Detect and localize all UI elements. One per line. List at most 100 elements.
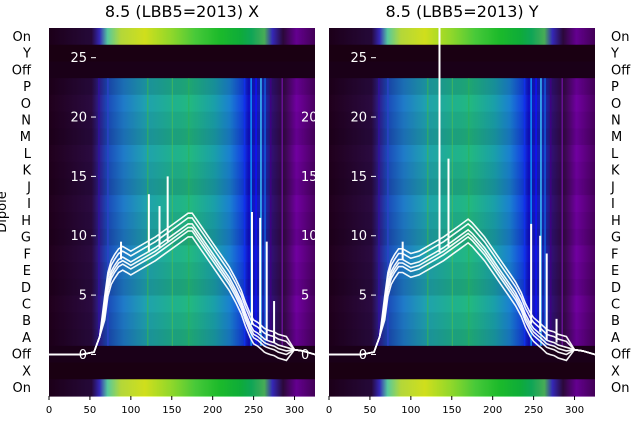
row-label: C — [22, 298, 31, 313]
channel-streak — [544, 78, 546, 346]
channel-streak — [378, 78, 380, 346]
row-label: On — [13, 381, 31, 396]
channel-streak — [540, 78, 542, 346]
channel-streak — [281, 78, 284, 346]
row-label: L — [611, 147, 619, 162]
row-label: I — [611, 197, 615, 212]
row-label: D — [21, 281, 31, 296]
row-label: M — [20, 130, 31, 145]
row-label: Off — [611, 348, 631, 363]
row-label: D — [611, 281, 621, 296]
heatmap-row — [49, 212, 315, 230]
heatmap-row-shade — [329, 379, 595, 396]
channel-streak — [255, 78, 257, 346]
heatmap-row-shade — [329, 28, 595, 45]
row-label: Off — [12, 348, 32, 363]
row-label: P — [23, 80, 31, 95]
heatmap-row-shade — [329, 178, 595, 196]
xtick-label: 250 — [524, 405, 543, 416]
channel-streak — [147, 78, 149, 346]
xtick-label: 0 — [46, 405, 52, 416]
row-label: O — [21, 97, 31, 112]
row-label: Off — [611, 63, 631, 78]
row-label: Off — [12, 63, 32, 78]
row-label: F — [611, 247, 618, 262]
xtick-label: 200 — [483, 405, 502, 416]
xtick-label: 300 — [285, 405, 304, 416]
channel-streak — [535, 78, 537, 346]
heatmap-row-shade — [329, 128, 595, 146]
heatmap-row — [329, 212, 595, 230]
row-label: H — [611, 214, 621, 229]
row-label: On — [611, 381, 629, 396]
overlay-series-line — [49, 230, 316, 356]
row-label: B — [22, 314, 31, 329]
channel-streak — [387, 78, 389, 346]
xtick-label: 200 — [203, 405, 222, 416]
heatmap-row-shade — [49, 262, 315, 279]
row-label: X — [611, 364, 620, 379]
heatmap-row — [329, 379, 595, 397]
heatmap-row — [329, 195, 595, 213]
overlay-ytick-label: 0 — [359, 348, 367, 363]
row-label: On — [13, 30, 31, 45]
overlay-series-line — [329, 232, 596, 356]
chart-title: 8.5 (LBB5=2013) X — [105, 2, 259, 21]
heatmap-row — [49, 145, 315, 163]
heatmap-row — [49, 278, 315, 297]
heatmap-row-shade — [49, 78, 315, 95]
overlay-ytick-label: 15 — [350, 170, 367, 185]
y-axis-label: Dipole — [0, 191, 10, 232]
row-label: G — [611, 231, 621, 246]
heatmap-row-shade — [329, 312, 595, 330]
xtick-label: 150 — [442, 405, 461, 416]
heatmap-row — [329, 145, 595, 163]
channel-streak — [451, 78, 453, 346]
channel-streak — [243, 78, 246, 346]
heatmap-row-shade — [49, 128, 315, 146]
overlay-ytick-label: 10 — [350, 229, 367, 244]
heatmap-row — [49, 228, 315, 247]
overlay-ytick-label: 5 — [359, 289, 367, 304]
row-label: J — [26, 180, 31, 195]
channel-streak — [530, 78, 532, 346]
heatmap-row — [49, 379, 315, 397]
row-label: P — [611, 80, 619, 95]
row-label: H — [21, 214, 31, 229]
heatmap-row — [49, 195, 315, 213]
channel-streak — [260, 78, 262, 346]
heatmap-row — [329, 44, 595, 63]
heatmap-row — [329, 278, 595, 297]
row-label: On — [611, 30, 629, 45]
channel-streak — [171, 78, 173, 346]
heatmap-row — [329, 312, 595, 330]
heatmap-row-shade — [49, 228, 315, 246]
overlay-ytick-label: 5 — [79, 289, 87, 304]
xtick-label: 100 — [121, 405, 140, 416]
heatmap-row — [49, 78, 315, 96]
heatmap-row — [49, 362, 315, 380]
channel-streak — [98, 78, 100, 346]
row-label: N — [611, 114, 621, 129]
heatmap-row-shade — [49, 111, 315, 129]
row-label: K — [22, 164, 31, 179]
channel-streak — [107, 78, 109, 346]
heatmap-row-shade — [49, 278, 315, 296]
xtick-label: 100 — [401, 405, 420, 416]
xtick-label: 300 — [565, 405, 584, 416]
overlay-ytick-label: 15 — [70, 170, 87, 185]
channel-streak — [264, 78, 266, 346]
heatmap-row — [329, 94, 595, 113]
overlay-ytick-label-right: 5 — [301, 289, 309, 304]
row-label: K — [611, 164, 620, 179]
row-label: O — [611, 97, 621, 112]
heatmap-row-shade — [49, 178, 315, 196]
heatmap-row-shade — [329, 78, 595, 95]
overlay-ytick-label: 25 — [350, 51, 367, 66]
chart-title: 8.5 (LBB5=2013) Y — [385, 2, 538, 21]
heatmap-row — [329, 111, 595, 129]
channel-streak — [427, 78, 429, 346]
overlay-series-line — [49, 226, 316, 356]
overlay-series-line — [329, 241, 596, 362]
